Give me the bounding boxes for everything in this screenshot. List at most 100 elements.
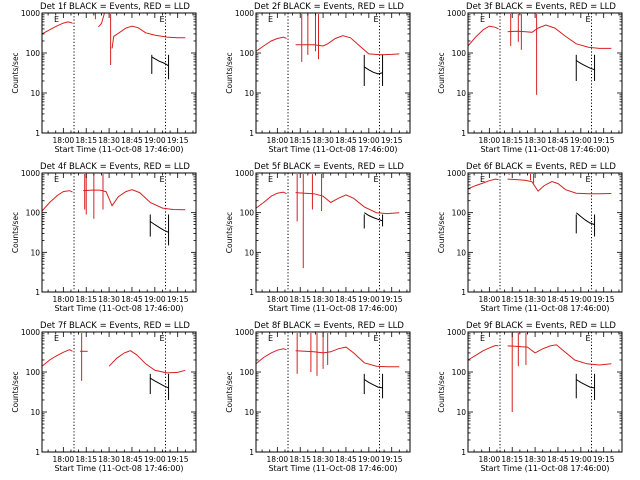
y-tick-label: 100 xyxy=(240,209,255,218)
y-tick-label: 1 xyxy=(249,448,254,457)
corner-label-e: E xyxy=(54,334,59,343)
x-tick-label: 18:30 xyxy=(312,136,334,145)
x-tick-label: 18:45 xyxy=(121,136,143,145)
lld-rate-line xyxy=(41,21,73,35)
lld-rate-line xyxy=(41,349,73,367)
x-tick-label: 18:30 xyxy=(98,455,120,464)
panel-det-2: Det 2f BLACK = Events, RED = LLD E E 1 10 100… xyxy=(225,2,411,154)
events-rate-line xyxy=(575,212,595,226)
x-tick-label: 18:30 xyxy=(98,295,120,304)
corner-label-e: E xyxy=(374,334,379,343)
x-axis-label: Start Time (11-Oct-08 17:46:00) xyxy=(480,464,609,473)
panel-det-3: Det 3f BLACK = Events, RED = LLD E E 1 10 100… xyxy=(437,2,623,154)
x-tick-label: 18:45 xyxy=(547,455,569,464)
x-tick-label: 18:30 xyxy=(312,295,334,304)
x-tick-label: 18:15 xyxy=(75,455,97,464)
x-tick-label: 18:45 xyxy=(547,295,569,304)
y-axis-label: Counts/sec xyxy=(225,52,234,93)
lld-rate-line xyxy=(295,346,400,368)
x-tick-label: 19:15 xyxy=(381,136,403,145)
y-tick-label: 1 xyxy=(249,288,254,297)
lld-rate-line xyxy=(507,24,612,49)
y-tick-label: 100 xyxy=(26,49,41,58)
events-rate-line xyxy=(150,377,169,389)
x-tick-label: 19:00 xyxy=(570,295,592,304)
y-tick-label: 10 xyxy=(456,248,466,257)
y-tick-label: 10 xyxy=(456,408,466,417)
panel-title: Det 4f BLACK = Events, RED = LLD xyxy=(40,162,190,172)
x-tick-label: 19:15 xyxy=(593,295,615,304)
y-tick-label: 10 xyxy=(30,89,40,98)
x-axis-label: Start Time (11-Oct-08 17:46:00) xyxy=(268,145,397,154)
y-tick-label: 1000 xyxy=(21,169,40,178)
corner-label-e: E xyxy=(268,15,273,24)
y-axis-label: Counts/sec xyxy=(437,52,446,93)
panel-det-5: Det 5f BLACK = Events, RED = LLD E E 1 10 100… xyxy=(225,162,411,313)
corner-label-e: E xyxy=(54,175,59,184)
y-tick-label: 1 xyxy=(249,129,254,138)
y-tick-label: 1000 xyxy=(447,9,466,18)
y-tick-label: 10 xyxy=(30,248,40,257)
y-tick-label: 10 xyxy=(244,89,254,98)
y-axis-label: Counts/sec xyxy=(11,371,20,412)
plot-frame xyxy=(41,12,197,134)
y-tick-label: 1000 xyxy=(447,328,466,337)
events-rate-line xyxy=(576,60,595,71)
plot-frame xyxy=(41,331,197,453)
lld-rate-line xyxy=(507,344,612,366)
x-tick-label: 18:00 xyxy=(479,136,501,145)
panel-title: Det 1f BLACK = Events, RED = LLD xyxy=(40,2,190,12)
plot-frame xyxy=(467,331,623,453)
panel-title: Det 3f BLACK = Events, RED = LLD xyxy=(466,2,616,12)
x-tick-label: 18:00 xyxy=(267,295,289,304)
corner-label-e: E xyxy=(374,175,379,184)
corner-label-e: E xyxy=(480,334,485,343)
x-axis-label: Start Time (11-Oct-08 17:46:00) xyxy=(268,304,397,313)
lld-rate-line xyxy=(255,348,287,365)
y-tick-label: 10 xyxy=(244,248,254,257)
x-tick-label: 18:15 xyxy=(501,455,523,464)
x-tick-label: 18:00 xyxy=(267,455,289,464)
x-tick-label: 18:30 xyxy=(524,455,546,464)
x-axis-label: Start Time (11-Oct-08 17:46:00) xyxy=(54,464,183,473)
x-tick-label: 18:45 xyxy=(335,295,357,304)
x-axis-label: Start Time (11-Oct-08 17:46:00) xyxy=(480,304,609,313)
x-tick-label: 18:00 xyxy=(479,455,501,464)
x-tick-label: 18:45 xyxy=(121,295,143,304)
x-tick-label: 19:15 xyxy=(167,455,189,464)
y-tick-label: 100 xyxy=(240,49,255,58)
panel-det-7: Det 7f BLACK = Events, RED = LLD E E 1 10 100… xyxy=(11,321,197,473)
panel-title: Det 9f BLACK = Events, RED = LLD xyxy=(466,321,616,331)
x-tick-label: 18:15 xyxy=(501,136,523,145)
y-tick-label: 100 xyxy=(26,209,41,218)
plot-frame xyxy=(467,12,623,134)
lld-rate-line xyxy=(255,36,287,52)
lld-rate-line xyxy=(295,35,400,56)
plot-frame xyxy=(255,331,411,453)
corner-label-e: E xyxy=(268,175,273,184)
panel-det-6: Det 6f BLACK = Events, RED = LLD E E 1 10 100… xyxy=(437,162,623,313)
x-tick-label: 19:00 xyxy=(144,455,166,464)
y-tick-label: 100 xyxy=(240,368,255,377)
panel-det-1: Det 1f BLACK = Events, RED = LLD E E 1 10 100… xyxy=(11,2,197,154)
panel-title: Det 7f BLACK = Events, RED = LLD xyxy=(40,321,190,331)
x-tick-label: 18:00 xyxy=(53,455,75,464)
x-tick-label: 18:30 xyxy=(524,295,546,304)
panel-title: Det 8f BLACK = Events, RED = LLD xyxy=(254,321,404,331)
corner-label-e: E xyxy=(160,175,165,184)
x-tick-label: 18:45 xyxy=(547,136,569,145)
y-tick-label: 10 xyxy=(244,408,254,417)
x-tick-label: 18:15 xyxy=(75,295,97,304)
corner-label-e: E xyxy=(374,15,379,24)
y-tick-label: 100 xyxy=(452,49,467,58)
corner-label-e: E xyxy=(54,15,59,24)
x-tick-label: 18:45 xyxy=(335,136,357,145)
x-axis-label: Start Time (11-Oct-08 17:46:00) xyxy=(480,145,609,154)
x-tick-label: 19:15 xyxy=(167,136,189,145)
y-tick-label: 1 xyxy=(461,129,466,138)
x-tick-label: 18:30 xyxy=(98,136,120,145)
x-tick-label: 19:00 xyxy=(144,295,166,304)
x-axis-label: Start Time (11-Oct-08 17:46:00) xyxy=(54,304,183,313)
panel-title: Det 2f BLACK = Events, RED = LLD xyxy=(254,2,404,12)
plot-frame xyxy=(41,172,197,293)
